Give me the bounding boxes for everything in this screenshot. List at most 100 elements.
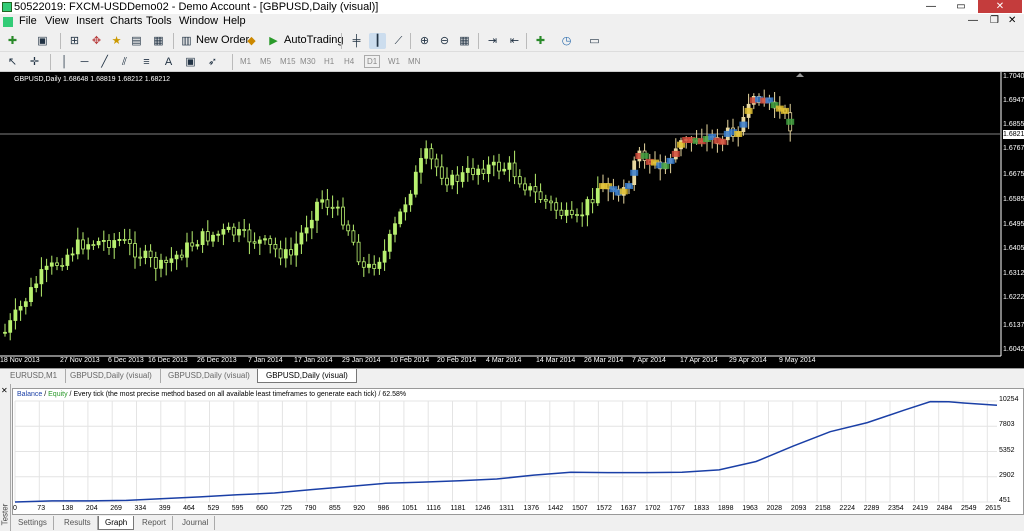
auto-scroll-icon[interactable]: ⇤: [509, 35, 520, 47]
candle-body: [564, 209, 569, 216]
child-minimize-button[interactable]: —: [968, 15, 978, 26]
strategy-tester-icon[interactable]: ▦: [153, 35, 164, 47]
timeframe-m30[interactable]: M30: [300, 57, 316, 66]
periods-icon[interactable]: ◷: [561, 35, 572, 47]
tab-journal[interactable]: Journal: [176, 516, 216, 530]
candle-body: [398, 211, 403, 225]
zoom-in-icon[interactable]: ⊕: [419, 35, 430, 47]
menu-view[interactable]: View: [45, 15, 69, 27]
navigator-icon[interactable]: ★: [111, 35, 122, 47]
timeframe-m5[interactable]: M5: [260, 57, 272, 66]
data-window-icon[interactable]: ✥: [91, 35, 102, 47]
candle-body: [231, 226, 236, 236]
candle-body: [429, 148, 434, 160]
menu-file[interactable]: File: [19, 15, 37, 27]
candle-body: [75, 239, 80, 255]
candle-body: [315, 201, 319, 221]
close-button[interactable]: ✕: [978, 0, 1022, 13]
time-axis-label: 17 Jan 2014: [294, 357, 333, 364]
candle-body: [387, 233, 392, 252]
metaeditor-icon[interactable]: ◆: [247, 35, 256, 47]
timeframe-d1[interactable]: D1: [364, 55, 381, 68]
graph-x-label: 2484: [936, 505, 953, 512]
autotrading-icon[interactable]: ▶: [269, 35, 278, 47]
time-axis-label: 4 Mar 2014: [486, 357, 522, 364]
vertical-line-icon[interactable]: │: [61, 56, 68, 68]
fibonacci-icon[interactable]: ≡: [143, 56, 150, 68]
chart-shift-icon[interactable]: ⇥: [487, 35, 498, 47]
tab-gbpusd-daily-2[interactable]: GBPUSD,Daily (visual): [160, 369, 259, 383]
text-tool-icon[interactable]: A: [164, 56, 173, 68]
new-order-button[interactable]: New Order: [196, 34, 250, 46]
new-chart-icon[interactable]: ✚: [7, 35, 18, 47]
candle-body: [278, 248, 283, 259]
cursor-icon[interactable]: ↖: [7, 56, 18, 68]
candle-body: [29, 287, 33, 303]
graph-x-label: 1898: [717, 505, 734, 512]
market-watch-icon[interactable]: ⊞: [69, 35, 80, 47]
price-chart[interactable]: GBPUSD,Daily 1.68648 1.68819 1.68212 1.6…: [0, 72, 1024, 368]
trade-marker: [760, 97, 769, 104]
timeframe-m1[interactable]: M1: [240, 57, 252, 66]
tab-gbpusd-daily-3[interactable]: GBPUSD,Daily (visual): [257, 369, 357, 383]
menu-tools[interactable]: Tools: [146, 15, 172, 27]
line-chart-icon[interactable]: ⟋: [394, 35, 403, 47]
timeframe-w1[interactable]: W1: [388, 57, 400, 66]
tab-report[interactable]: Report: [136, 516, 174, 530]
graph-y-label: 5352: [999, 446, 1015, 454]
maximize-button[interactable]: ▭: [956, 1, 966, 12]
trade-marker: [619, 188, 628, 195]
autotrading-button[interactable]: AutoTrading: [284, 34, 344, 46]
trade-marker: [687, 137, 696, 143]
trendline-icon[interactable]: ╱: [101, 56, 108, 68]
candle-body: [543, 199, 548, 202]
toolbar-separator: [50, 54, 51, 70]
menu-window[interactable]: Window: [179, 15, 219, 27]
time-axis-label: 6 Dec 2013: [108, 357, 144, 364]
zoom-out-icon[interactable]: ⊖: [439, 35, 450, 47]
candle-body: [465, 167, 470, 173]
tile-windows-icon[interactable]: ▦: [459, 35, 470, 47]
menu-charts[interactable]: Charts: [110, 15, 143, 27]
tab-eurusd-m1[interactable]: EURUSD,M1: [2, 369, 67, 383]
candle-body: [554, 202, 559, 211]
bar-chart-icon[interactable]: ╪: [352, 35, 361, 47]
minimize-button[interactable]: —: [926, 1, 936, 12]
text-label-icon[interactable]: ▣: [185, 56, 196, 68]
templates-icon[interactable]: ▭: [589, 35, 600, 47]
menu-help[interactable]: Help: [223, 15, 246, 27]
candlesticks-icon[interactable]: ┃: [369, 33, 386, 49]
timeframe-mn[interactable]: MN: [408, 57, 421, 66]
tab-gbpusd-daily-1[interactable]: GBPUSD,Daily (visual): [62, 369, 161, 383]
candle-body: [367, 263, 371, 268]
tab-results[interactable]: Results: [58, 516, 98, 530]
candle-body: [3, 331, 7, 334]
price-axis-label: 1.6675: [1003, 171, 1024, 178]
indicators-icon[interactable]: ✚: [535, 35, 546, 47]
candle-body: [263, 238, 267, 241]
timeframe-h1[interactable]: H1: [324, 57, 335, 66]
crosshair-icon[interactable]: ✛: [29, 56, 40, 68]
candle-body: [299, 232, 304, 245]
new-order-icon[interactable]: ▥: [181, 35, 192, 47]
timeframe-m15[interactable]: M15: [280, 57, 296, 66]
arrows-icon[interactable]: ➶: [207, 56, 218, 68]
tab-settings[interactable]: Settings: [12, 516, 54, 530]
child-close-button[interactable]: ✕: [1008, 15, 1017, 26]
terminal-icon[interactable]: ▤: [131, 35, 142, 47]
menu-insert[interactable]: Insert: [76, 15, 104, 27]
horizontal-line-icon[interactable]: ─: [80, 56, 89, 68]
candle-body: [528, 186, 533, 191]
candle-body: [590, 199, 595, 204]
tab-graph[interactable]: Graph: [98, 516, 135, 530]
timeframe-h4[interactable]: H4: [344, 57, 355, 66]
graph-y-label: 10254: [999, 396, 1019, 403]
time-axis-label: 16 Dec 2013: [148, 357, 188, 364]
candle-body: [497, 161, 501, 172]
close-icon[interactable]: ✕: [1, 386, 8, 395]
trade-marker: [604, 183, 613, 190]
profiles-icon[interactable]: ▣: [37, 35, 48, 47]
child-restore-button[interactable]: ❐: [990, 15, 999, 26]
equidistant-channel-icon[interactable]: ⫽: [122, 56, 127, 68]
candle-body: [413, 171, 418, 195]
